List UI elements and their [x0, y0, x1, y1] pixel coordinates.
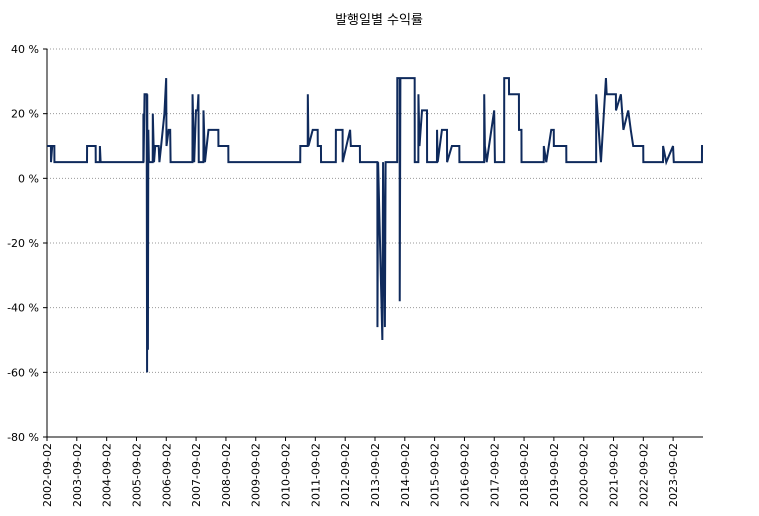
x-tick-label: 2015-09-02: [429, 443, 442, 507]
x-tick-label: 2016-09-02: [458, 443, 471, 507]
x-tick-label: 2020-09-02: [578, 443, 591, 507]
x-tick-label: 2007-09-02: [190, 443, 203, 507]
x-tick-label: 2021-09-02: [608, 443, 621, 507]
x-tick-label: 2022-09-02: [637, 443, 650, 507]
x-tick-label: 2009-09-02: [250, 443, 263, 507]
y-tick-label: -60 %: [7, 366, 39, 379]
x-tick-label: 2006-09-02: [160, 443, 173, 507]
y-tick-label: 40 %: [11, 43, 39, 56]
x-tick-label: 2002-09-02: [41, 443, 54, 507]
x-tick-label: 2004-09-02: [101, 443, 114, 507]
y-tick-label: 0 %: [18, 172, 39, 185]
data-line: [47, 77, 704, 373]
x-tick-label: 2005-09-02: [130, 443, 143, 507]
x-tick-label: 2017-09-02: [488, 443, 501, 507]
x-tick-label: 2013-09-02: [369, 443, 382, 507]
y-tick-label: -20 %: [7, 237, 39, 250]
x-tick-label: 2011-09-02: [309, 443, 322, 507]
y-tick-label: -40 %: [7, 302, 39, 315]
x-tick-label: 2012-09-02: [339, 443, 352, 507]
x-tick-label: 2023-09-02: [667, 443, 680, 507]
x-tick-label: 2010-09-02: [280, 443, 293, 507]
y-tick-label: 20 %: [11, 108, 39, 121]
x-tick-label: 2014-09-02: [399, 443, 412, 507]
x-tick-label: 2019-09-02: [548, 443, 561, 507]
x-tick-label: 2018-09-02: [518, 443, 531, 507]
chart-title: 발행일별 수익률: [335, 12, 423, 28]
x-tick-label: 2003-09-02: [71, 443, 84, 507]
y-tick-label: -80 %: [7, 431, 39, 444]
x-tick-label: 2008-09-02: [220, 443, 233, 507]
